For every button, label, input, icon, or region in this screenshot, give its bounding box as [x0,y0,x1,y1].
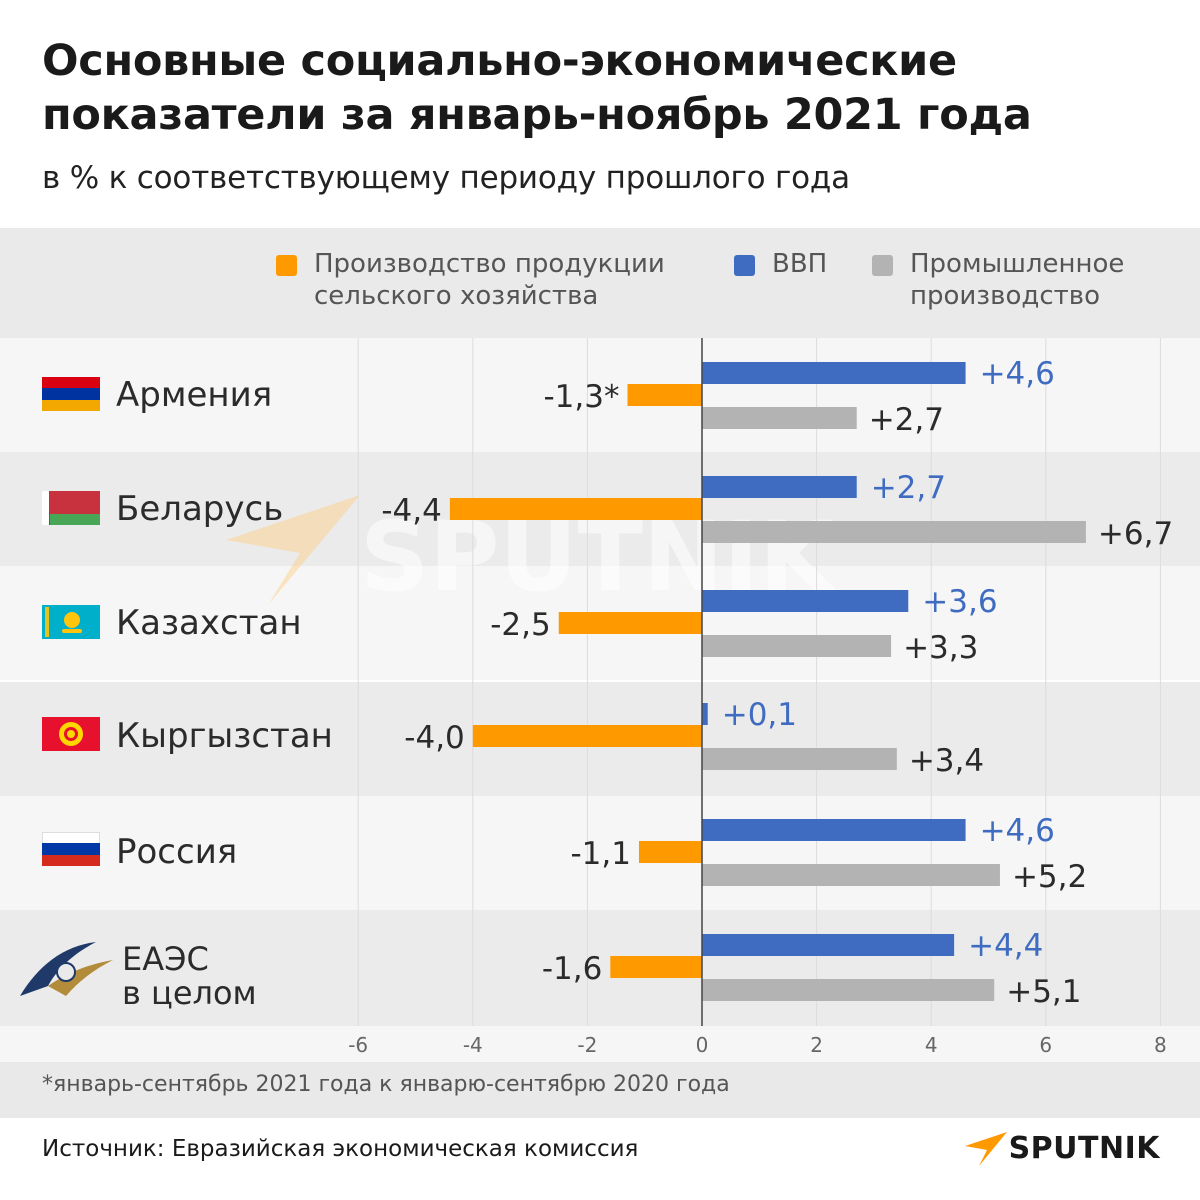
bar-industry [702,864,1000,886]
legend-swatch-agriculture [276,255,297,276]
data-label-gdp: +2,7 [871,470,946,506]
armenia-flag-icon [42,377,100,411]
legend-swatch-industry [872,255,893,276]
footnote: *январь-сентябрь 2021 года к январю-сент… [42,1072,730,1097]
bar-agriculture [610,956,702,978]
brand-logo: SPUTNIK [961,1128,1160,1168]
country-label-kazakhstan: Казахстан [116,603,302,643]
eaeu-logo-icon [20,942,113,996]
legend-swatch-gdp [734,255,755,276]
kazakhstan-flag-icon [42,605,100,639]
x-tick-label: 6 [1039,1033,1052,1057]
note-band [0,1062,1200,1118]
country-label-armenia: Армения [116,375,273,415]
legend-label-agriculture-1: Производство продукции [314,249,665,279]
bar-gdp [702,590,909,612]
belarus-flag-icon [42,491,100,525]
bar-industry [702,979,995,1001]
brand-name: SPUTNIK [1008,1130,1160,1166]
x-tick-label: 8 [1154,1033,1167,1057]
russia-flag-icon [42,832,100,866]
bar-gdp [702,703,708,725]
bar-gdp [702,362,966,384]
bar-industry [702,521,1086,543]
data-label-industry: +6,7 [1098,516,1173,552]
bar-agriculture [472,725,702,747]
data-label-gdp: +4,6 [980,356,1055,392]
data-label-agriculture: -4,4 [381,493,442,529]
legend-item-industry: Промышленное производство [872,248,1124,312]
title-line-1: Основные социально-экономические [42,36,957,86]
data-label-agriculture: -1,3* [544,379,620,415]
bar-industry [702,635,892,657]
row-band-russia [0,796,1200,910]
country-label-eaeu-2: в целом [122,974,257,1012]
bar-gdp [702,819,966,841]
legend-label-industry-1: Промышленное [910,249,1125,279]
sputnik-logo-icon [964,1132,1007,1166]
bar-industry [702,407,857,429]
data-label-industry: +5,2 [1012,859,1087,895]
row-band-armenia [0,338,1200,452]
legend-item-agriculture: Производство продукции сельского хозяйст… [276,248,665,312]
data-label-agriculture: -1,6 [542,951,603,987]
chart-subtitle: в % к соответствующему периоду прошлого … [42,160,850,196]
legend: Производство продукции сельского хозяйст… [0,228,1200,338]
data-label-agriculture: -4,0 [404,720,465,756]
data-label-gdp: +4,4 [968,928,1043,964]
data-label-gdp: +3,6 [922,584,997,620]
bar-agriculture [449,498,702,520]
bar-gdp [702,476,857,498]
bar-agriculture [638,841,702,863]
chart-title: Основные социально-экономические показат… [42,34,1172,142]
data-label-industry: +3,4 [909,743,984,779]
kyrgyzstan-flag-icon [42,717,100,751]
data-label-industry: +3,3 [903,630,978,666]
data-label-agriculture: -2,5 [490,607,551,643]
data-label-gdp: +4,6 [980,813,1055,849]
row-band-eaeu [0,910,1200,1026]
x-tick-label: -4 [463,1033,483,1057]
data-label-industry: +2,7 [869,402,944,438]
source-text: Источник: Евразийская экономическая коми… [42,1136,639,1162]
country-label-kyrgyzstan: Кыргызстан [116,716,333,756]
legend-label-gdp: ВВП [772,249,828,279]
country-label-russia: Россия [116,832,238,872]
x-tick-label: 0 [696,1033,709,1057]
data-label-agriculture: -1,1 [570,836,631,872]
country-label-eaeu: ЕАЭС в целом [122,942,257,1010]
bar-agriculture [558,612,702,634]
data-label-industry: +5,1 [1006,974,1081,1010]
title-line-2: показатели за январь-ноябрь 2021 года [42,90,1032,140]
x-tick-label: -2 [577,1033,597,1057]
country-label-belarus: Беларусь [116,489,284,529]
x-tick-label: -6 [348,1033,368,1057]
x-tick-label: 4 [925,1033,938,1057]
country-label-eaeu-1: ЕАЭС [122,940,209,978]
bar-agriculture [627,384,702,406]
data-label-gdp: +0,1 [722,697,797,733]
bar-gdp [702,934,955,956]
legend-item-gdp: ВВП [734,248,827,280]
legend-label-agriculture-2: сельского хозяйства [314,281,599,311]
watermark-logo-icon [226,495,360,605]
bar-industry [702,748,897,770]
legend-label-industry-2: производство [910,281,1101,311]
axis-band [0,1026,1200,1062]
x-tick-label: 2 [810,1033,823,1057]
